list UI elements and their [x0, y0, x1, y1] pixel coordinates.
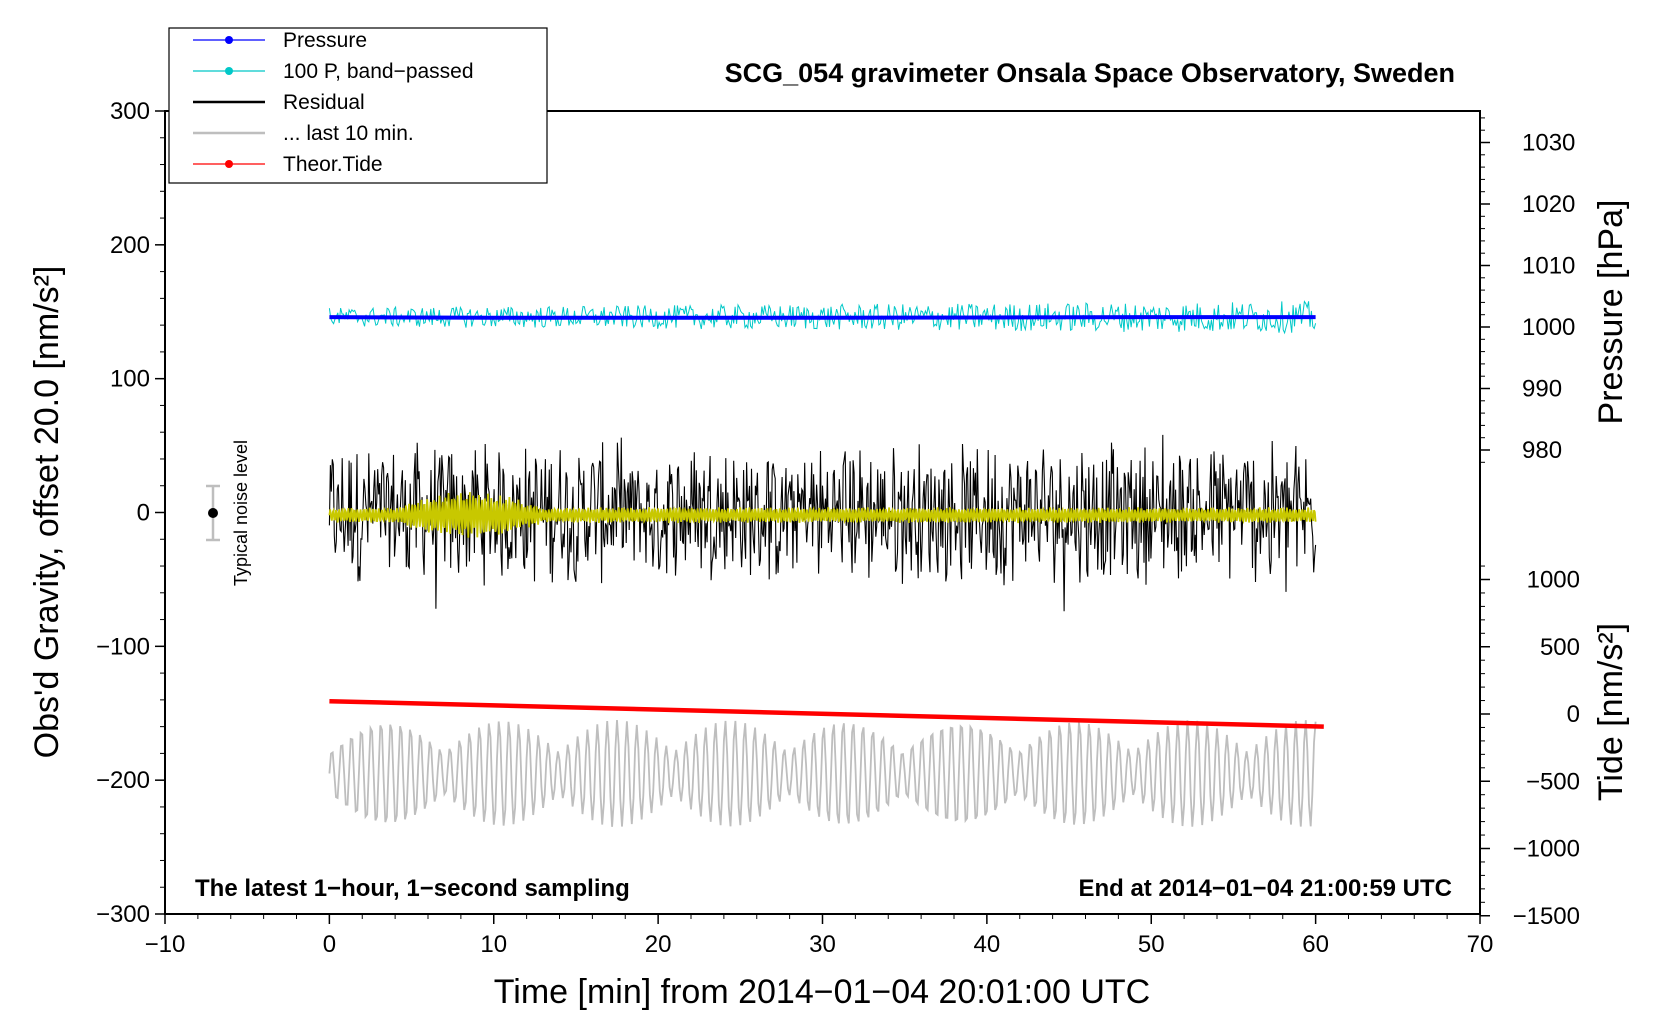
y-tick-label: 300	[110, 98, 150, 125]
residual-series-line	[328, 434, 1317, 612]
annotation-sampling: The latest 1−hour, 1−second sampling	[195, 875, 630, 902]
y-tick-label: −100	[96, 633, 150, 660]
x-axis-label: Time [min] from 2014−01−04 20:01:00 UTC	[494, 973, 1150, 1011]
x-tick-label: 20	[645, 931, 672, 958]
y-axis-label-left: Obs'd Gravity, offset 20.0 [nm/s²]	[28, 266, 66, 759]
x-tick-label: 30	[809, 931, 836, 958]
pressure-series-line	[329, 315, 1316, 320]
y-tick-label: 200	[110, 232, 150, 259]
pressure-tick-label: 1020	[1522, 191, 1575, 218]
legend-marker	[225, 67, 233, 75]
legend-label: ... last 10 min.	[283, 122, 414, 145]
x-tick-label: 70	[1467, 931, 1494, 958]
x-tick-label: −10	[145, 931, 186, 958]
theoretical-tide-line	[329, 698, 1324, 729]
pressure-tick-label: 1000	[1522, 314, 1575, 341]
x-tick-label: 40	[974, 931, 1001, 958]
legend-label: 100 P, band−passed	[283, 60, 474, 83]
annotation-end-time: End at 2014−01−04 21:00:59 UTC	[1078, 875, 1452, 902]
x-tick-label: 50	[1138, 931, 1165, 958]
tide-tick-label: −500	[1526, 768, 1580, 795]
pressure-tick-label: 980	[1522, 437, 1562, 464]
legend-label: Pressure	[283, 29, 367, 52]
pressure-tick-label: 1030	[1522, 130, 1575, 157]
y-tick-label: −300	[96, 901, 150, 928]
legend-marker	[225, 160, 233, 168]
legend-marker	[225, 36, 233, 44]
last-10-min-line	[328, 719, 1317, 827]
y-tick-label: 0	[137, 500, 150, 527]
x-tick-label: 0	[323, 931, 336, 958]
pressure-axis-label: Pressure [hPa]	[1592, 200, 1630, 425]
legend-label: Residual	[283, 91, 365, 114]
filtered-residual-line	[328, 492, 1317, 538]
legend-box	[168, 27, 548, 184]
tide-tick-label: −1500	[1513, 903, 1580, 930]
x-tick-label: 10	[480, 931, 507, 958]
y-tick-label: 100	[110, 366, 150, 393]
pressure-tick-label: 990	[1522, 376, 1562, 403]
noise-level-label: Typical noise level	[231, 440, 251, 586]
tide-tick-label: 0	[1567, 701, 1580, 728]
pressure-tick-label: 1010	[1522, 253, 1575, 280]
y-tick-label: −200	[96, 767, 150, 794]
noise-level-indicator: Typical noise level	[206, 440, 251, 586]
tide-axis-label: Tide [nm/s²]	[1592, 623, 1630, 801]
legend: Pressure 100 P, band−passed Residual ... la…	[168, 27, 548, 184]
tide-tick-label: 1000	[1527, 567, 1580, 594]
tide-tick-label: −1000	[1513, 836, 1580, 863]
chart-title: SCG_054 gravimeter Onsala Space Observat…	[725, 58, 1455, 88]
tide-tick-label: 500	[1540, 634, 1580, 661]
x-tick-label: 60	[1302, 931, 1329, 958]
noise-point	[208, 508, 218, 518]
legend-label: Theor.Tide	[283, 153, 383, 176]
